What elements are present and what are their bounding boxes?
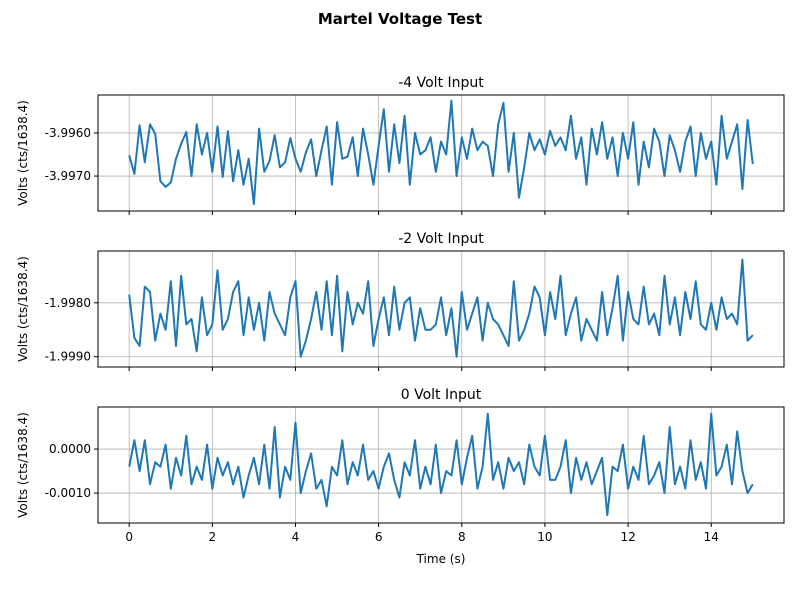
x-tick-label: 0 [125,530,133,544]
axes-frame [97,406,785,524]
series-line [128,99,754,206]
x-tick-label: 4 [292,530,300,544]
y-tick-label: -3.9970 [45,169,91,183]
subplot-1: -1.9980 -1.9990 -2 Volt Input Volts (cts/16… [16,231,785,371]
y-tick-label: -0.0010 [45,486,91,500]
x-axis-label: Time (s) [416,552,466,566]
subplot-2: 0 2 4 6 8 10 12 14 0.0000 -0.0010 0 Volt Input Volt… [16,387,785,566]
y-tick-label: -3.9960 [45,126,91,140]
subplot-title: -4 Volt Input [398,75,484,91]
x-tick-label: 10 [537,530,552,544]
subplot-title: -2 Volt Input [398,231,484,247]
axes-frame [97,94,785,212]
axes-frame [97,250,785,368]
y-tick-label: -1.9990 [45,350,91,364]
subplot-0: -3.9960 -3.9970 -4 Volt Input Volts (cts/16… [16,75,785,215]
subplot-title: 0 Volt Input [401,387,482,403]
x-tick-label: 14 [704,530,719,544]
x-tick-label: 2 [209,530,217,544]
x-tick-label: 6 [375,530,383,544]
series-line [128,412,754,517]
y-axis-label: Volts (cts/1638.4) [16,412,30,518]
y-axis-label: Volts (cts/1638.4) [16,100,30,206]
series-line [128,258,754,358]
x-tick-label: 8 [458,530,466,544]
x-tick-label: 12 [620,530,635,544]
y-tick-label: -1.9980 [45,296,91,310]
y-tick-label: 0.0000 [49,442,91,456]
y-axis-label: Volts (cts/1638.4) [16,256,30,362]
figure-title: Martel Voltage Test [318,10,482,28]
